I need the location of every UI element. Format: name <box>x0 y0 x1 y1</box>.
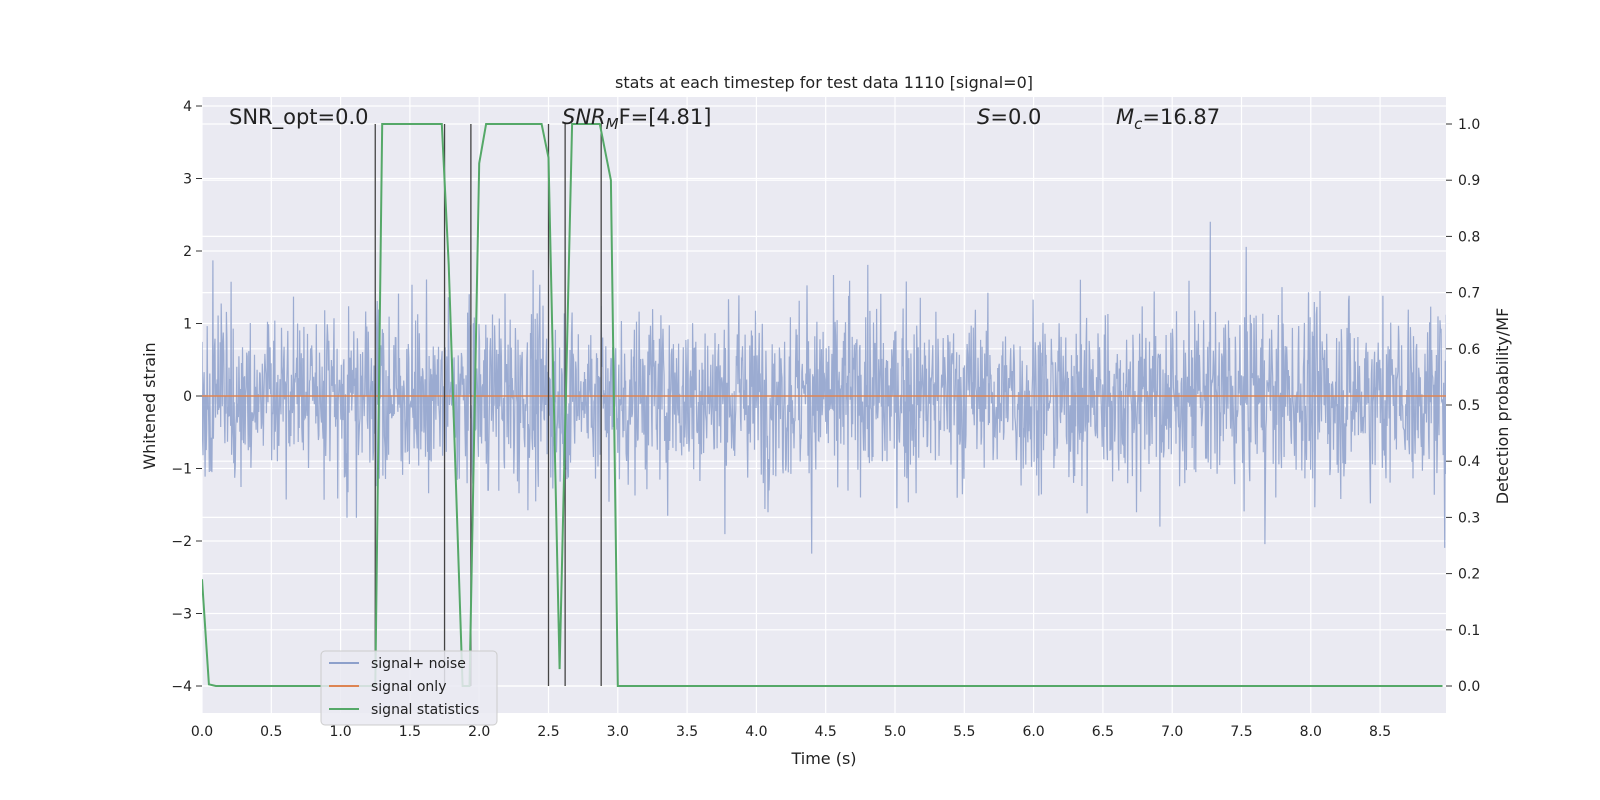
y-right-tick-label: 0.9 <box>1458 173 1480 189</box>
y-axis-left-ticks: 4 3 2 1 0 −1 −2 −3 −4 <box>171 99 202 695</box>
y-right-tick-label: 0.3 <box>1458 510 1480 526</box>
y-right-tick-label: 0.7 <box>1458 286 1480 302</box>
x-tick-label: 2.0 <box>468 724 490 740</box>
x-tick-label: 4.5 <box>815 724 837 740</box>
y-tick-label: −4 <box>171 679 192 695</box>
x-tick-label: 2.5 <box>537 724 559 740</box>
legend-label-signal: signal only <box>371 679 446 695</box>
legend-label-noise: signal+ noise <box>371 656 466 672</box>
y-right-tick-label: 0.0 <box>1458 679 1480 695</box>
x-tick-label: 4.0 <box>745 724 767 740</box>
legend: signal+ noise signal only signal statist… <box>320 650 498 726</box>
y-right-tick-label: 0.4 <box>1458 454 1480 470</box>
x-tick-label: 8.5 <box>1369 724 1391 740</box>
x-tick-label: 5.5 <box>953 724 975 740</box>
annotation-snr-opt: SNR_opt=0.0 <box>229 105 369 130</box>
y-right-tick-label: 0.5 <box>1458 398 1480 414</box>
y-right-tick-label: 1.0 <box>1458 117 1480 133</box>
annotation-mc: Mc=16.87 <box>1116 105 1220 133</box>
y-axis-right-ticks: 1.0 0.9 0.8 0.7 0.6 0.5 0.4 0.3 0.2 0.1 0.0 <box>1446 117 1480 695</box>
x-tick-label: 3.0 <box>607 724 629 740</box>
y-axis-right-label: Detection probability/MF <box>1493 308 1512 505</box>
annotation-snr-mf: SNRMF=[4.81] <box>562 105 711 133</box>
y-axis-label: Whitened strain <box>140 342 159 469</box>
x-tick-label: 6.0 <box>1022 724 1044 740</box>
x-tick-label: 0.0 <box>191 724 213 740</box>
y-tick-label: −1 <box>171 462 192 478</box>
x-tick-label: 5.0 <box>884 724 906 740</box>
signal-statistics-line <box>202 123 1443 687</box>
annotation-s: S=0.0 <box>977 105 1041 129</box>
x-tick-label: 0.5 <box>260 724 282 740</box>
y-tick-label: 3 <box>183 172 192 188</box>
y-tick-label: 0 <box>183 389 192 405</box>
y-right-tick-label: 0.8 <box>1458 229 1480 245</box>
x-tick-label: 1.5 <box>399 724 421 740</box>
x-tick-label: 7.0 <box>1161 724 1183 740</box>
x-axis-label: Time (s) <box>790 749 856 768</box>
y-tick-label: 2 <box>183 244 192 260</box>
x-tick-label: 6.5 <box>1092 724 1114 740</box>
chart-title: stats at each timestep for test data 111… <box>615 73 1033 92</box>
y-right-tick-label: 0.6 <box>1458 342 1480 358</box>
y-tick-label: 1 <box>183 317 192 333</box>
noise-trace <box>202 221 1446 554</box>
x-tick-label: 3.5 <box>676 724 698 740</box>
y-tick-label: 4 <box>183 99 192 115</box>
legend-box <box>320 650 498 726</box>
x-tick-label: 8.0 <box>1300 724 1322 740</box>
y-tick-label: −2 <box>171 534 192 550</box>
legend-label-stats: signal statistics <box>371 702 479 718</box>
x-tick-label: 1.0 <box>329 724 351 740</box>
signal-statistics-path <box>202 123 1443 687</box>
x-tick-label: 7.5 <box>1230 724 1252 740</box>
noise-trace-path <box>202 221 1446 554</box>
x-axis-ticks: 0.0 0.5 1.0 1.5 2.0 2.5 3.0 3.5 4.0 4.5 5.0 5.5 6.0 6… <box>191 724 1391 740</box>
y-right-tick-label: 0.1 <box>1458 623 1480 639</box>
y-tick-label: −3 <box>171 607 192 623</box>
y-right-tick-label: 0.2 <box>1458 567 1480 583</box>
